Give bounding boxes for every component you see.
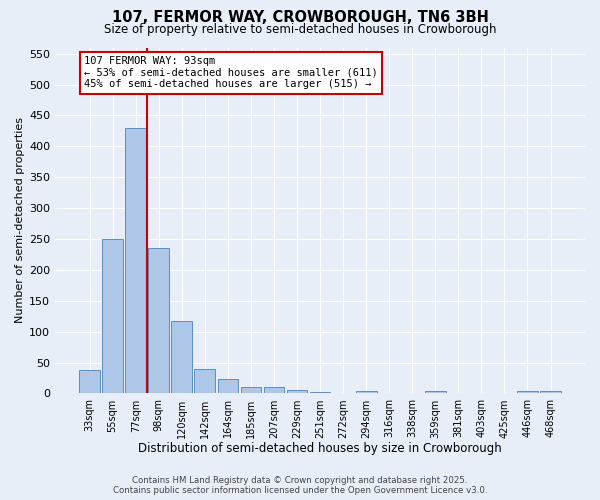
Bar	[125, 128, 146, 394]
Bar	[148, 248, 169, 394]
Bar	[172, 320, 192, 394]
Bar	[287, 390, 307, 394]
Bar	[79, 370, 100, 394]
Text: Size of property relative to semi-detached houses in Crowborough: Size of property relative to semi-detach…	[104, 22, 496, 36]
Bar	[310, 392, 331, 394]
Bar	[425, 391, 446, 394]
Bar	[241, 388, 262, 394]
X-axis label: Distribution of semi-detached houses by size in Crowborough: Distribution of semi-detached houses by …	[138, 442, 502, 455]
Bar	[356, 391, 377, 394]
Bar	[517, 391, 538, 394]
Bar	[102, 239, 123, 394]
Text: Contains HM Land Registry data © Crown copyright and database right 2025.
Contai: Contains HM Land Registry data © Crown c…	[113, 476, 487, 495]
Text: 107, FERMOR WAY, CROWBOROUGH, TN6 3BH: 107, FERMOR WAY, CROWBOROUGH, TN6 3BH	[112, 10, 488, 25]
Bar	[218, 378, 238, 394]
Y-axis label: Number of semi-detached properties: Number of semi-detached properties	[15, 118, 25, 324]
Bar	[194, 369, 215, 394]
Text: 107 FERMOR WAY: 93sqm
← 53% of semi-detached houses are smaller (611)
45% of sem: 107 FERMOR WAY: 93sqm ← 53% of semi-deta…	[84, 56, 378, 90]
Bar	[540, 391, 561, 394]
Bar	[263, 388, 284, 394]
